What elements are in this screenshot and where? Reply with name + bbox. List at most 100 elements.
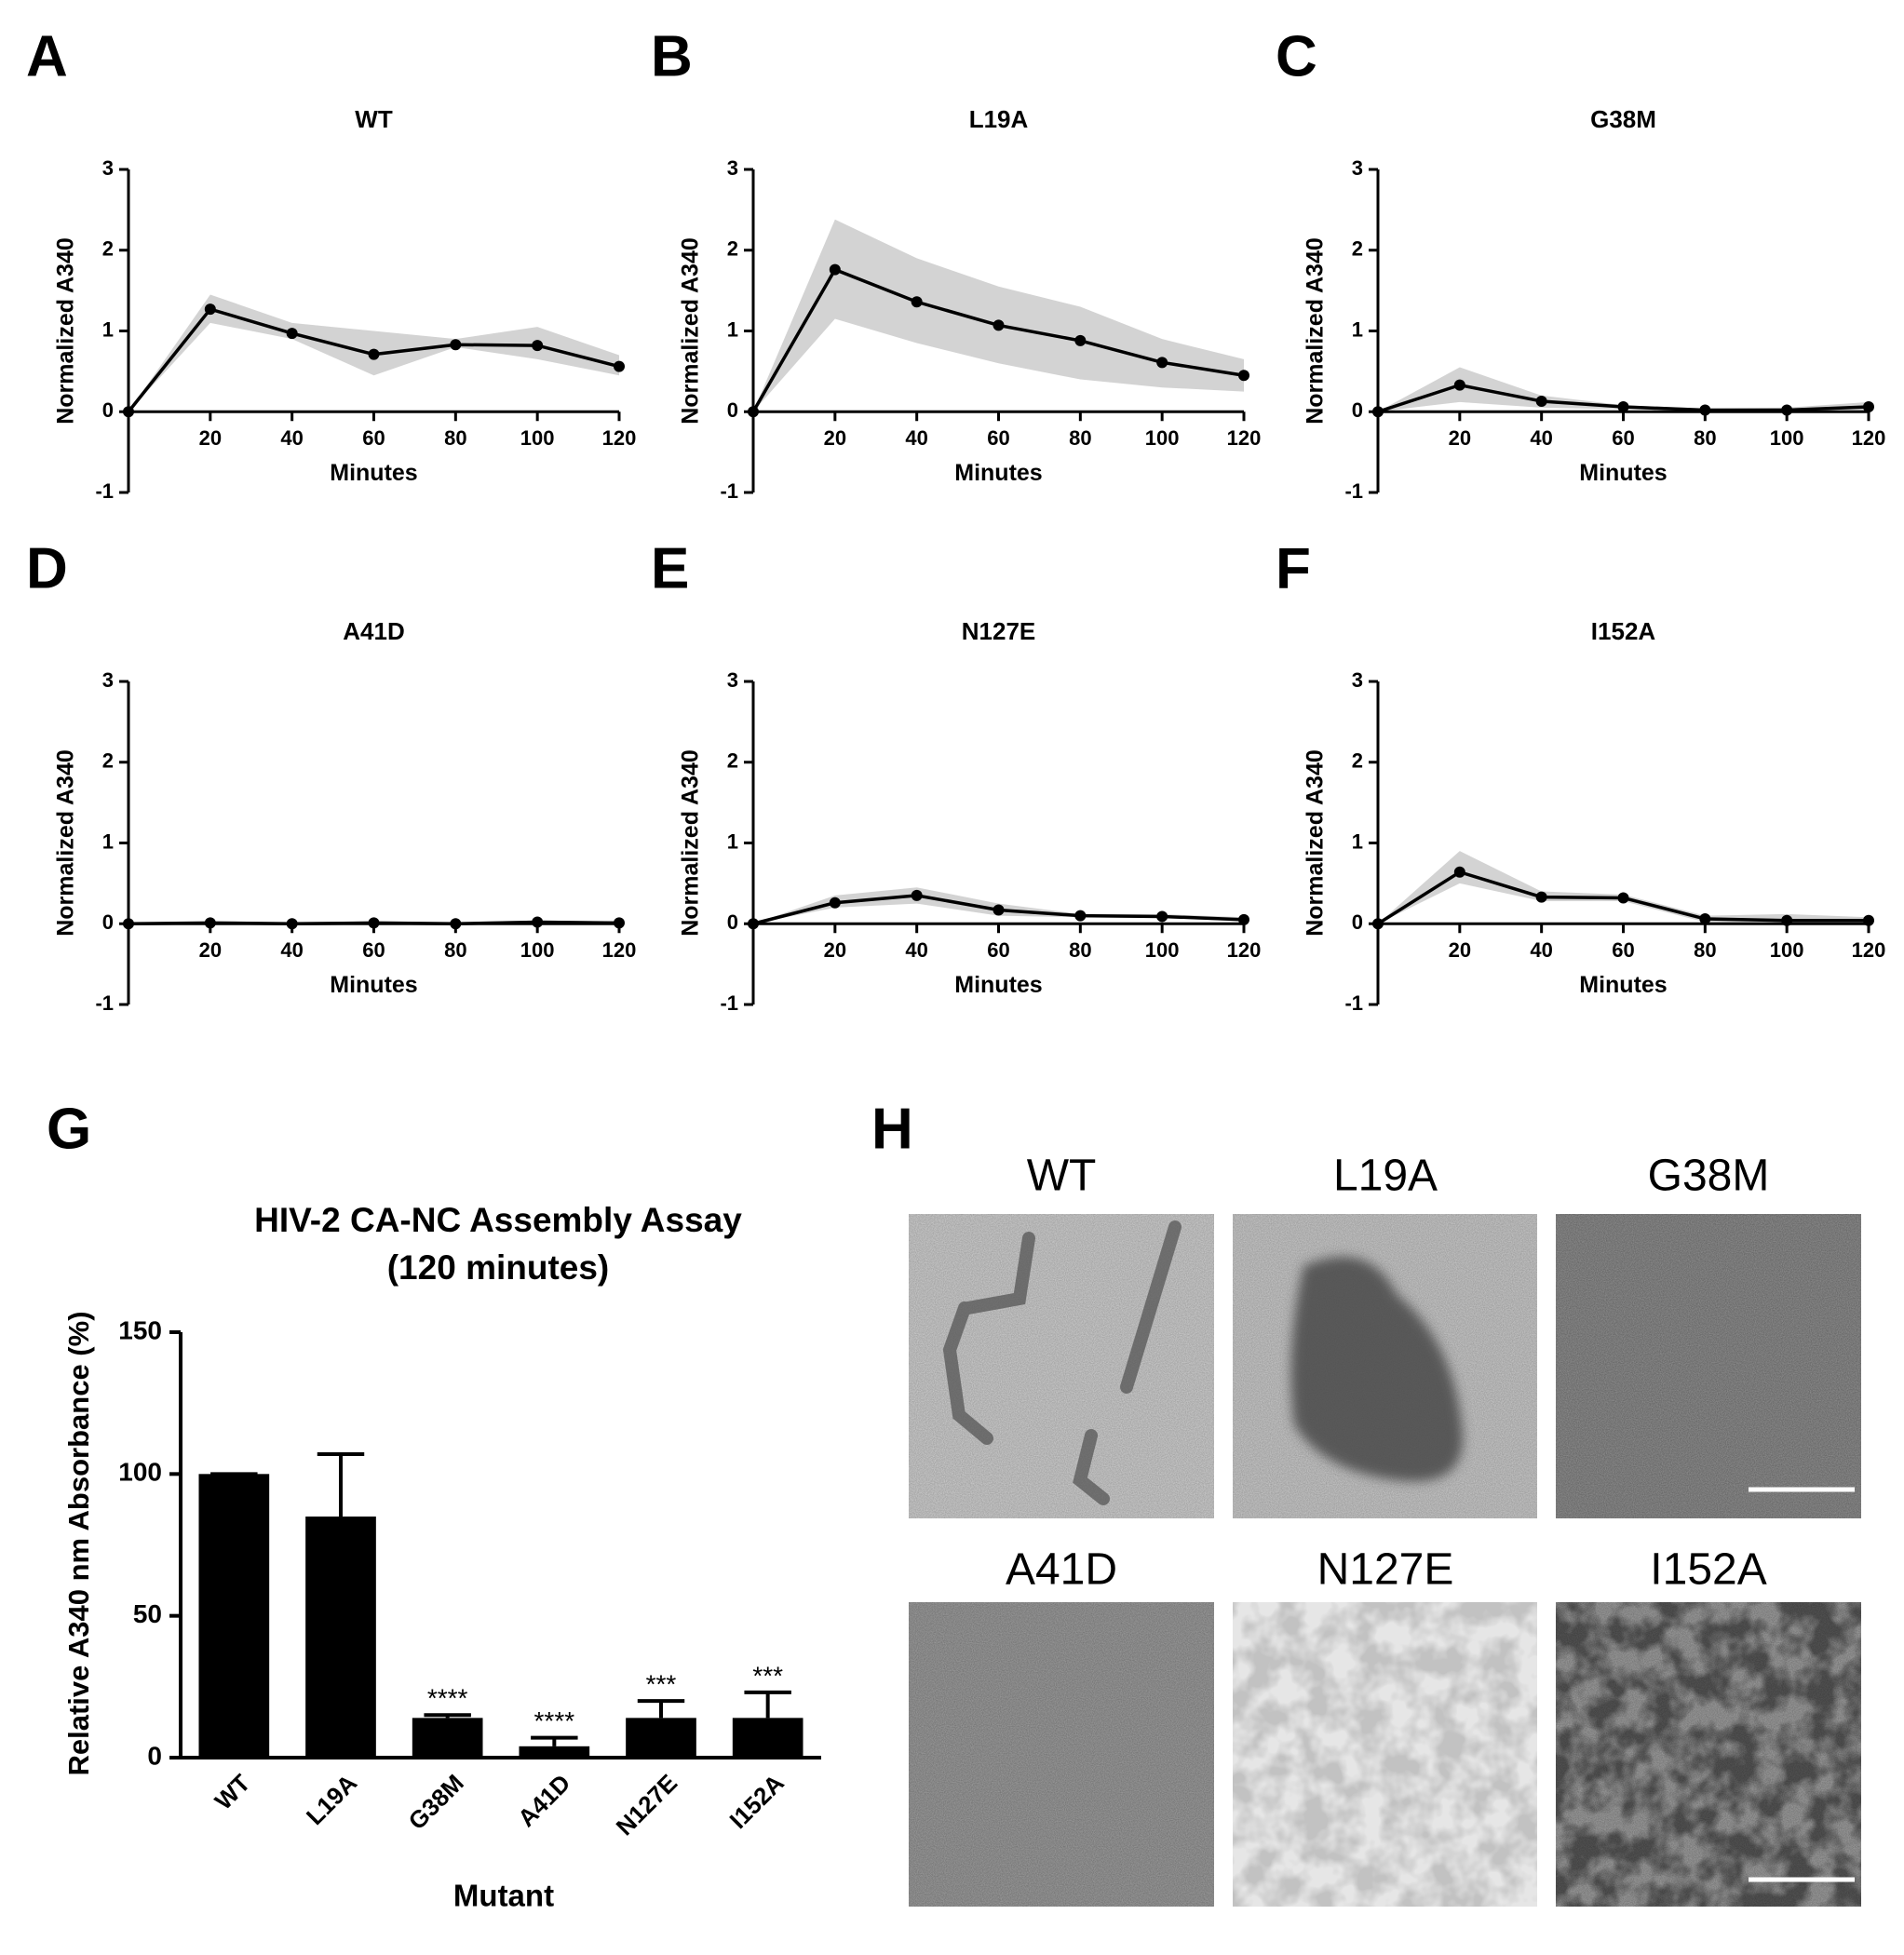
bar (519, 1746, 590, 1758)
y-tick-label: 0 (1352, 910, 1363, 934)
x-tick-label: WT (209, 1769, 256, 1815)
x-tick-label: 120 (1852, 938, 1886, 962)
y-axis-label: Normalized A340 (678, 237, 704, 425)
significance-label: **** (427, 1684, 468, 1713)
data-point (1372, 406, 1384, 418)
x-axis-label: Minutes (954, 972, 1042, 998)
y-tick-label: 0 (727, 910, 738, 934)
chart-title: G38M (1590, 105, 1656, 133)
x-tick-label: 80 (444, 426, 466, 450)
error-bar (424, 1713, 471, 1719)
x-tick-label: 80 (1069, 426, 1091, 450)
x-tick-label: 80 (1069, 938, 1091, 962)
y-tick-label: 1 (1352, 317, 1363, 341)
error-bar (744, 1690, 791, 1719)
y-axis-label: Relative A340 nm Absorbance (%) (62, 1311, 95, 1775)
data-point (1699, 404, 1711, 416)
panel-letter: E (651, 536, 689, 600)
y-tick-label: 3 (727, 668, 738, 692)
data-point (993, 904, 1005, 916)
y-axis-label: Normalized A340 (1303, 749, 1329, 937)
x-tick-label: 120 (1852, 426, 1886, 450)
x-tick-label: 60 (1612, 426, 1634, 450)
data-point (368, 917, 380, 929)
data-point (1535, 395, 1547, 407)
chart-title: L19A (969, 105, 1029, 133)
x-tick-label: 20 (1449, 426, 1471, 450)
x-tick-label: 60 (987, 938, 1009, 962)
x-tick-label: 60 (362, 426, 385, 450)
y-tick-label: 1 (727, 317, 738, 341)
y-tick-label: 1 (1352, 829, 1363, 853)
data-point (911, 889, 923, 901)
data-point (614, 360, 625, 372)
data-point (532, 916, 544, 928)
data-point (286, 918, 298, 930)
chart-title: HIV-2 CA-NC Assembly Assay (254, 1201, 742, 1239)
y-tick-label: 0 (102, 910, 114, 934)
y-tick-label: -1 (1344, 991, 1363, 1015)
x-tick-label: 100 (520, 426, 555, 450)
data-point (1156, 357, 1168, 369)
x-tick-label: 100 (1145, 938, 1180, 962)
panel-letter: A (26, 24, 68, 88)
micrograph-label: L19A (1333, 1152, 1438, 1201)
data-point (993, 319, 1005, 331)
y-tick-label: 3 (727, 156, 738, 180)
y-tick-label: 50 (133, 1599, 162, 1628)
micrograph-label: N127E (1317, 1545, 1454, 1595)
tubes (942, 1220, 1182, 1505)
data-point (1453, 379, 1465, 391)
y-tick-label: 0 (727, 398, 738, 422)
x-tick-label: 40 (280, 426, 303, 450)
bar (305, 1517, 376, 1758)
x-tick-label: 100 (520, 938, 555, 962)
y-tick-label: 100 (118, 1458, 162, 1487)
y-tick-label: 3 (1352, 156, 1363, 180)
data-point (123, 918, 134, 930)
data-point (1617, 401, 1629, 413)
x-tick-label: 60 (1612, 938, 1634, 962)
y-axis-label: Normalized A340 (53, 237, 79, 425)
panel-letter: H (871, 1097, 913, 1161)
x-tick-label: N127E (611, 1769, 682, 1840)
x-tick-label: 20 (199, 426, 222, 450)
bar (732, 1718, 803, 1758)
y-tick-label: 1 (727, 829, 738, 853)
x-tick-label: 40 (1530, 426, 1552, 450)
micrograph-images (909, 1214, 1861, 1907)
micrograph-texture (1556, 1602, 1861, 1907)
y-tick-label: 0 (1352, 398, 1363, 422)
panel-letter: F (1276, 536, 1311, 600)
y-tick-label: 3 (1352, 668, 1363, 692)
data-point (123, 406, 134, 418)
data-point (748, 918, 759, 930)
data-point (1074, 910, 1087, 922)
x-tick-label: 60 (362, 938, 385, 962)
data-point (532, 340, 544, 352)
micrograph-texture (1233, 1602, 1537, 1907)
x-tick-label: 80 (1694, 426, 1716, 450)
x-tick-label: 20 (1449, 938, 1471, 962)
data-point (1535, 891, 1547, 903)
error-bar (317, 1452, 365, 1517)
data-point (1863, 914, 1874, 926)
y-tick-label: 3 (102, 156, 114, 180)
y-tick-label: -1 (1344, 479, 1363, 503)
x-tick-label: 40 (280, 938, 303, 962)
y-tick-label: 150 (118, 1315, 162, 1344)
confidence-band (753, 219, 1244, 412)
y-tick-label: -1 (95, 991, 114, 1015)
y-tick-label: 2 (1352, 749, 1363, 773)
y-tick-label: 1 (102, 317, 114, 341)
data-point (1699, 913, 1711, 925)
panel-letter: D (26, 536, 68, 600)
x-tick-label: 100 (1145, 426, 1180, 450)
micrograph-texture (1556, 1214, 1861, 1518)
data-point (1156, 910, 1168, 923)
x-tick-label: 100 (1770, 426, 1804, 450)
y-axis-label: Normalized A340 (678, 749, 704, 937)
error-bar (531, 1735, 578, 1746)
data-point (1238, 913, 1249, 925)
panel-letter: C (1276, 24, 1317, 88)
